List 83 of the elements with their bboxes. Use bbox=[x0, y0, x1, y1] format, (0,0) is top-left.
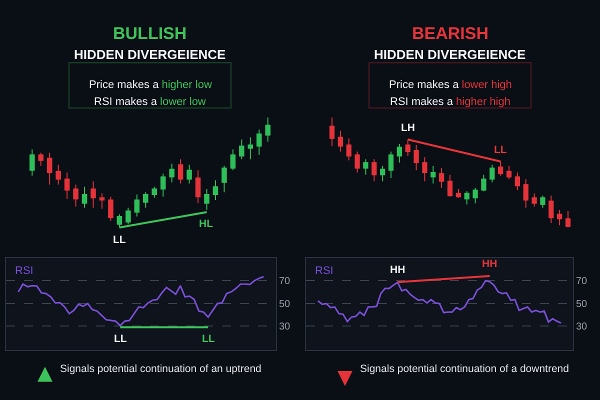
y-tick-label: 30 bbox=[576, 322, 588, 333]
candlestick bbox=[186, 164, 192, 184]
candlestick bbox=[354, 151, 360, 173]
text: RSI bbox=[315, 265, 334, 277]
candlestick bbox=[248, 136, 254, 160]
chart-subtitle: HIDDEN DIVERGEIENCE bbox=[74, 47, 226, 62]
line-series bbox=[317, 280, 562, 324]
annotation: HH bbox=[390, 264, 406, 276]
candlestick bbox=[222, 165, 227, 193]
candlestick bbox=[126, 207, 131, 225]
candlestick bbox=[64, 172, 70, 200]
candlestick bbox=[565, 210, 571, 228]
candlestick bbox=[230, 148, 236, 171]
y-tick-label: 50 bbox=[279, 298, 291, 310]
annotation: LH bbox=[401, 122, 415, 134]
candlestick bbox=[422, 156, 428, 182]
text: RSI makes a higher high bbox=[390, 96, 510, 108]
annotation: LL bbox=[113, 234, 126, 246]
annotation: HH bbox=[482, 258, 498, 270]
candlestick bbox=[372, 158, 377, 182]
candlestick bbox=[329, 117, 335, 147]
candlestick bbox=[108, 196, 114, 222]
y-tick-label: 70 bbox=[576, 276, 588, 288]
chart-title: BULLISH bbox=[113, 24, 187, 43]
candlestick bbox=[514, 172, 520, 191]
candlestick bbox=[464, 190, 470, 205]
annotation: LL bbox=[202, 333, 216, 345]
candlestick bbox=[99, 192, 105, 210]
line-series bbox=[18, 276, 264, 326]
text: RSI makes a lower low bbox=[94, 96, 206, 108]
candlestick bbox=[540, 195, 546, 208]
candlestick bbox=[472, 187, 478, 204]
candlestick bbox=[46, 152, 52, 186]
annotation: LL bbox=[114, 333, 128, 345]
candlestick bbox=[490, 164, 495, 183]
text: Price makes a higher low bbox=[89, 79, 212, 91]
chart-subtitle: HIDDEN DIVERGEIENCE bbox=[374, 47, 526, 62]
annotation: LL bbox=[494, 144, 508, 156]
text: Price makes a lower high bbox=[389, 79, 512, 91]
candlestick bbox=[481, 174, 486, 192]
candlestick bbox=[56, 164, 61, 186]
candlestick bbox=[430, 165, 436, 184]
candlestick bbox=[363, 158, 368, 176]
candlestick bbox=[178, 158, 184, 184]
candlestick bbox=[447, 174, 453, 198]
candlestick bbox=[396, 143, 402, 164]
candlestick bbox=[212, 180, 218, 200]
candlestick bbox=[346, 138, 352, 161]
candlestick bbox=[82, 186, 88, 208]
candlestick bbox=[169, 163, 174, 183]
candlestick bbox=[265, 117, 270, 142]
candlestick bbox=[160, 173, 166, 198]
text: Signals potential continuation of a downtrend bbox=[360, 363, 570, 375]
candlestick bbox=[134, 194, 140, 217]
candlestick bbox=[532, 192, 537, 208]
candlestick bbox=[439, 168, 444, 188]
candlestick bbox=[523, 178, 528, 208]
annotation: HL bbox=[199, 218, 214, 230]
candlestick bbox=[414, 144, 419, 171]
candlestick bbox=[548, 195, 554, 224]
y-tick-label: 70 bbox=[279, 276, 291, 288]
candlestick bbox=[338, 130, 343, 152]
candlestick bbox=[195, 170, 201, 204]
text: Signals potential continuation of an uptrend bbox=[60, 363, 262, 375]
candlestick bbox=[204, 188, 210, 210]
candlestick bbox=[90, 180, 96, 208]
candlestick bbox=[38, 152, 44, 166]
candlestick bbox=[116, 214, 122, 228]
candlestick bbox=[256, 129, 262, 156]
candlestick bbox=[30, 148, 35, 176]
candlestick bbox=[152, 186, 157, 198]
text: RSI bbox=[15, 265, 34, 277]
y-tick-label: 50 bbox=[576, 298, 588, 310]
candlestick bbox=[239, 139, 244, 160]
candlestick bbox=[73, 184, 78, 208]
y-tick-label: 30 bbox=[279, 322, 291, 333]
candlestick bbox=[388, 151, 394, 178]
candlestick bbox=[380, 165, 386, 182]
candlestick bbox=[143, 192, 148, 208]
candlestick bbox=[456, 188, 461, 198]
chart-title: BEARISH bbox=[412, 24, 489, 43]
candlestick bbox=[506, 165, 512, 180]
candlestick bbox=[557, 209, 562, 226]
